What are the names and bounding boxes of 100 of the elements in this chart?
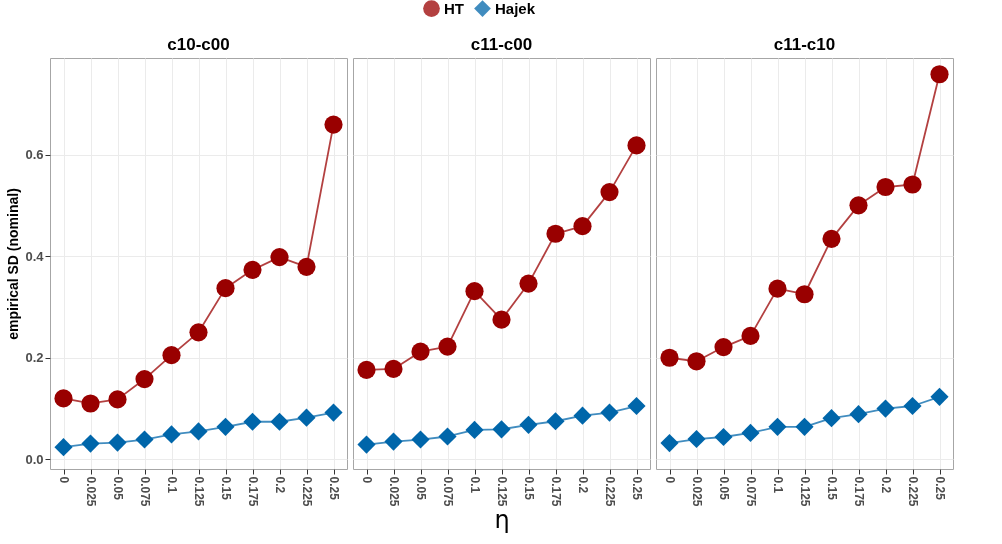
y-tick-label: 0.4 xyxy=(25,248,45,264)
point xyxy=(903,396,922,416)
point xyxy=(135,430,154,449)
x-tick-label: 0.125 xyxy=(495,476,509,507)
point xyxy=(660,434,679,453)
point xyxy=(492,310,511,329)
point xyxy=(135,370,154,389)
point xyxy=(411,430,430,449)
point xyxy=(297,408,316,427)
point xyxy=(465,420,484,439)
point xyxy=(627,396,646,416)
x-tick-label: 0.125 xyxy=(192,476,206,507)
point xyxy=(519,415,538,434)
point xyxy=(270,412,289,431)
point xyxy=(795,285,814,304)
point xyxy=(741,423,760,443)
point xyxy=(108,433,127,452)
legend-label: Hajek xyxy=(495,0,536,17)
x-tick-label: 0.25 xyxy=(630,476,644,501)
point xyxy=(822,229,841,248)
point xyxy=(849,196,868,215)
x-tick-label: 0.075 xyxy=(441,476,455,507)
point xyxy=(600,403,619,422)
point xyxy=(465,282,484,301)
point xyxy=(384,432,403,451)
point xyxy=(849,405,868,424)
x-tick-label: 0.25 xyxy=(933,476,947,501)
x-tick-label: 0.15 xyxy=(522,476,536,501)
x-tick-label: 0.05 xyxy=(414,476,428,501)
point xyxy=(795,417,814,436)
point xyxy=(189,323,208,342)
x-tick-label: 0.2 xyxy=(576,476,590,494)
x-tick-label: 0.2 xyxy=(273,476,287,494)
point xyxy=(357,435,376,454)
point xyxy=(573,406,592,425)
x-tick-label: 0.05 xyxy=(717,476,731,501)
x-tick-label: 0.225 xyxy=(603,476,617,507)
point xyxy=(384,359,403,378)
x-tick-label: 0.225 xyxy=(300,476,314,507)
point xyxy=(324,115,343,134)
point xyxy=(903,175,922,194)
x-tick-label: 0.175 xyxy=(549,476,563,507)
point xyxy=(438,427,457,446)
point xyxy=(216,417,235,436)
x-tick-label: 0.025 xyxy=(690,476,704,507)
x-tick-label: 0.025 xyxy=(84,476,98,507)
x-tick-label: 0.15 xyxy=(219,476,233,501)
point xyxy=(546,412,565,431)
point xyxy=(714,427,733,447)
point xyxy=(930,65,949,84)
point xyxy=(687,352,706,371)
point xyxy=(216,279,235,298)
point xyxy=(876,177,895,197)
point xyxy=(660,348,679,367)
point xyxy=(270,248,289,267)
x-tick-label: 0 xyxy=(57,476,71,484)
x-tick-label: 0.05 xyxy=(111,476,125,501)
x-tick-label: 0.125 xyxy=(798,476,812,507)
point xyxy=(54,438,73,457)
point xyxy=(81,394,100,413)
y-tick-label: 0.2 xyxy=(25,350,44,366)
point xyxy=(357,360,376,379)
y-tick-label: 0.0 xyxy=(25,451,44,467)
point xyxy=(822,409,841,428)
point xyxy=(573,217,592,236)
x-axis-title: η xyxy=(494,505,510,534)
x-tick-label: 0.175 xyxy=(852,476,866,507)
x-tick-label: 0.15 xyxy=(825,476,839,501)
x-tick-label: 0.1 xyxy=(468,476,482,494)
point xyxy=(600,183,619,202)
x-tick-label: 0.075 xyxy=(744,476,758,507)
x-tick-label: 0.225 xyxy=(906,476,920,507)
point xyxy=(189,422,208,441)
x-tick-label: 0.1 xyxy=(165,476,179,494)
point xyxy=(714,338,733,357)
x-tick-label: 0.2 xyxy=(879,476,893,494)
point xyxy=(411,342,430,361)
point xyxy=(876,399,895,418)
chart-title: c11-c00 xyxy=(470,35,533,54)
point xyxy=(297,257,316,276)
point xyxy=(162,346,181,365)
y-tick-label: 0.6 xyxy=(25,147,44,163)
point xyxy=(687,429,706,449)
point xyxy=(519,274,538,293)
point xyxy=(108,390,127,409)
point xyxy=(324,403,343,422)
legend-label: HT xyxy=(444,0,464,17)
x-tick-label: 0.025 xyxy=(387,476,401,507)
point xyxy=(162,425,181,444)
chart-title: c10-c00 xyxy=(167,35,230,54)
point xyxy=(627,136,646,155)
point xyxy=(546,224,565,243)
point xyxy=(243,412,262,431)
point xyxy=(81,434,100,453)
x-tick-label: 0.175 xyxy=(246,476,260,507)
point xyxy=(243,260,262,279)
point xyxy=(492,420,511,439)
point xyxy=(54,389,73,408)
x-tick-label: 0.1 xyxy=(771,476,785,494)
point xyxy=(741,326,760,345)
